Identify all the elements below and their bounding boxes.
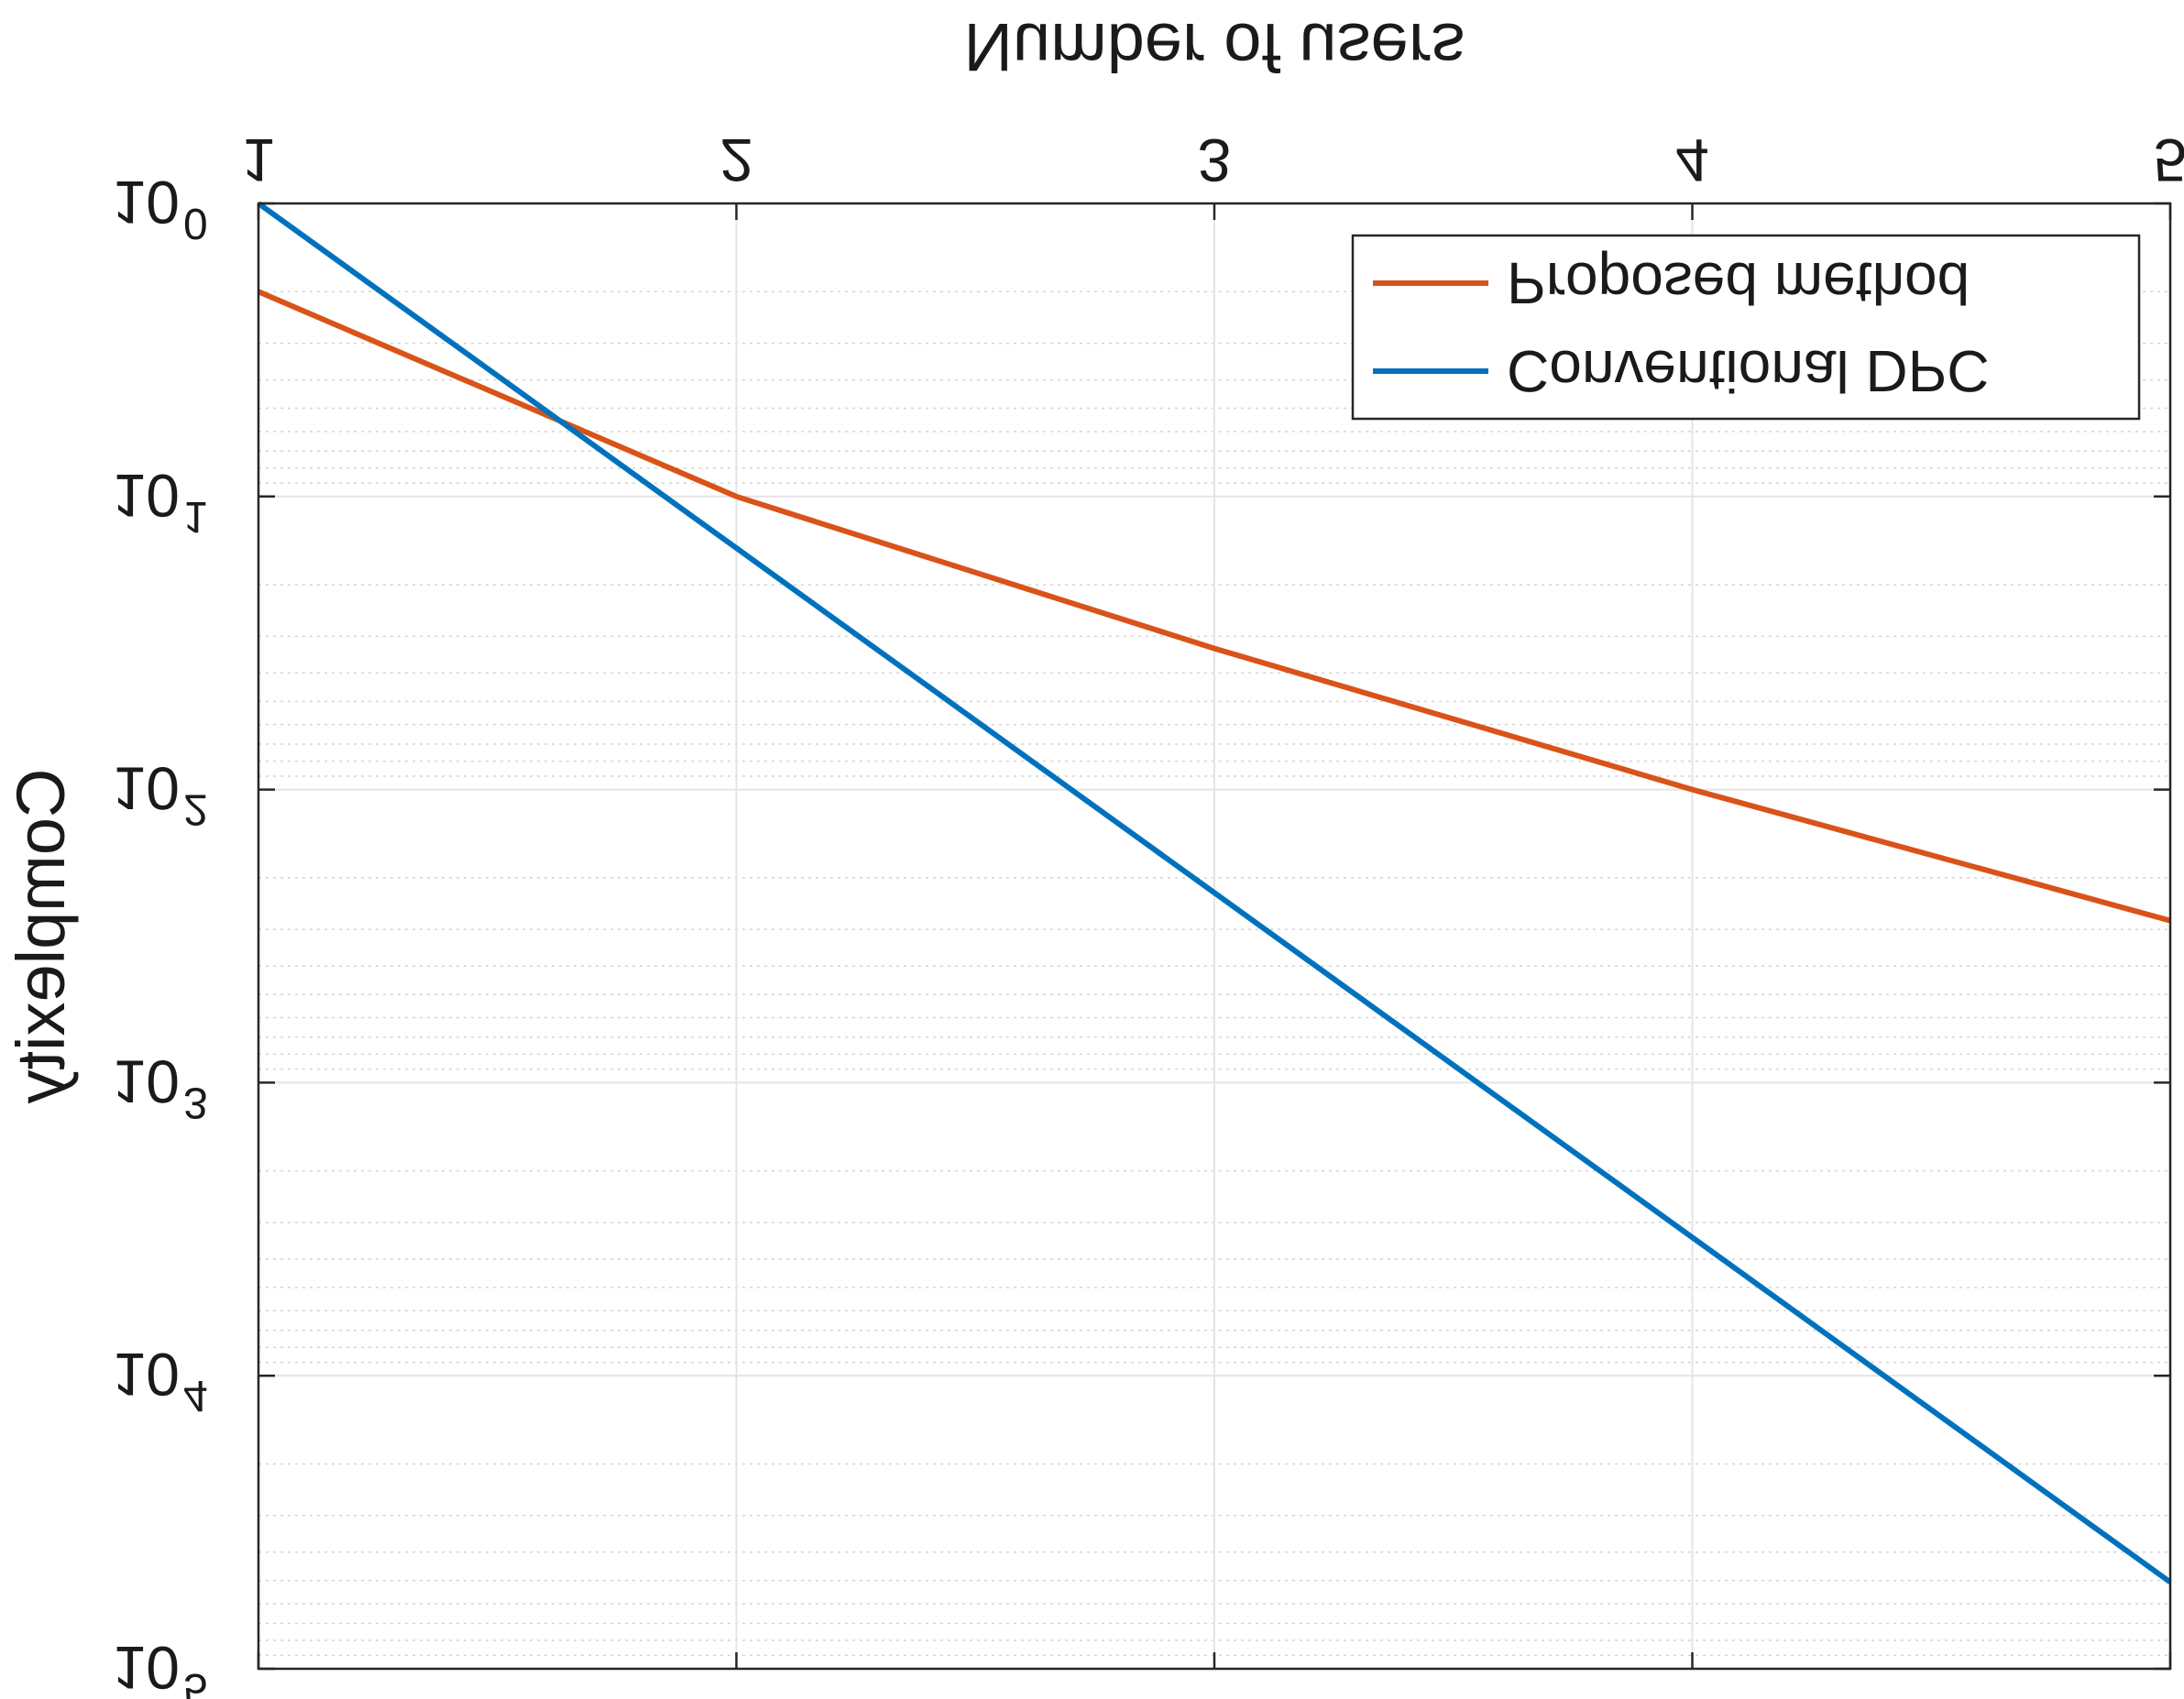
y-tick-label: 10 [113,1341,180,1409]
y-tick-label: 10 [113,462,180,530]
y-axis-label: Complexity [3,769,79,1104]
x-tick-label: 3 [1198,126,1232,194]
legend-label-proposed-method: Proposed method [1507,250,1970,316]
legend-box [1351,234,2141,421]
x-tick-label: 1 [242,126,276,194]
y-tick-exponent: 2 [183,785,208,834]
y-tick-label: 10 [113,1047,180,1115]
y-tick-exponent: 4 [183,1371,208,1419]
series-line-conventional-dpc [257,201,2172,1584]
y-tick-exponent: 3 [183,1078,208,1126]
x-tick-label: 4 [1675,126,1709,194]
legend: Proposed method Conventional DPC [1351,234,2141,421]
legend-label-conventional-dpc: Conventional DPC [1507,338,1990,404]
series-line-proposed-method [257,289,2171,924]
y-tick-exponent: 1 [183,492,208,541]
x-axis-label: Number of users [964,9,1465,85]
y-tick-label: 10 [113,169,180,236]
y-tick-exponent: 5 [183,1664,208,1699]
y-tick-exponent: 0 [183,199,208,247]
x-tick-label: 5 [2154,126,2184,194]
y-tick-label: 10 [113,755,180,823]
x-tick-label: 2 [719,126,753,194]
y-tick-label: 10 [113,1634,180,1699]
